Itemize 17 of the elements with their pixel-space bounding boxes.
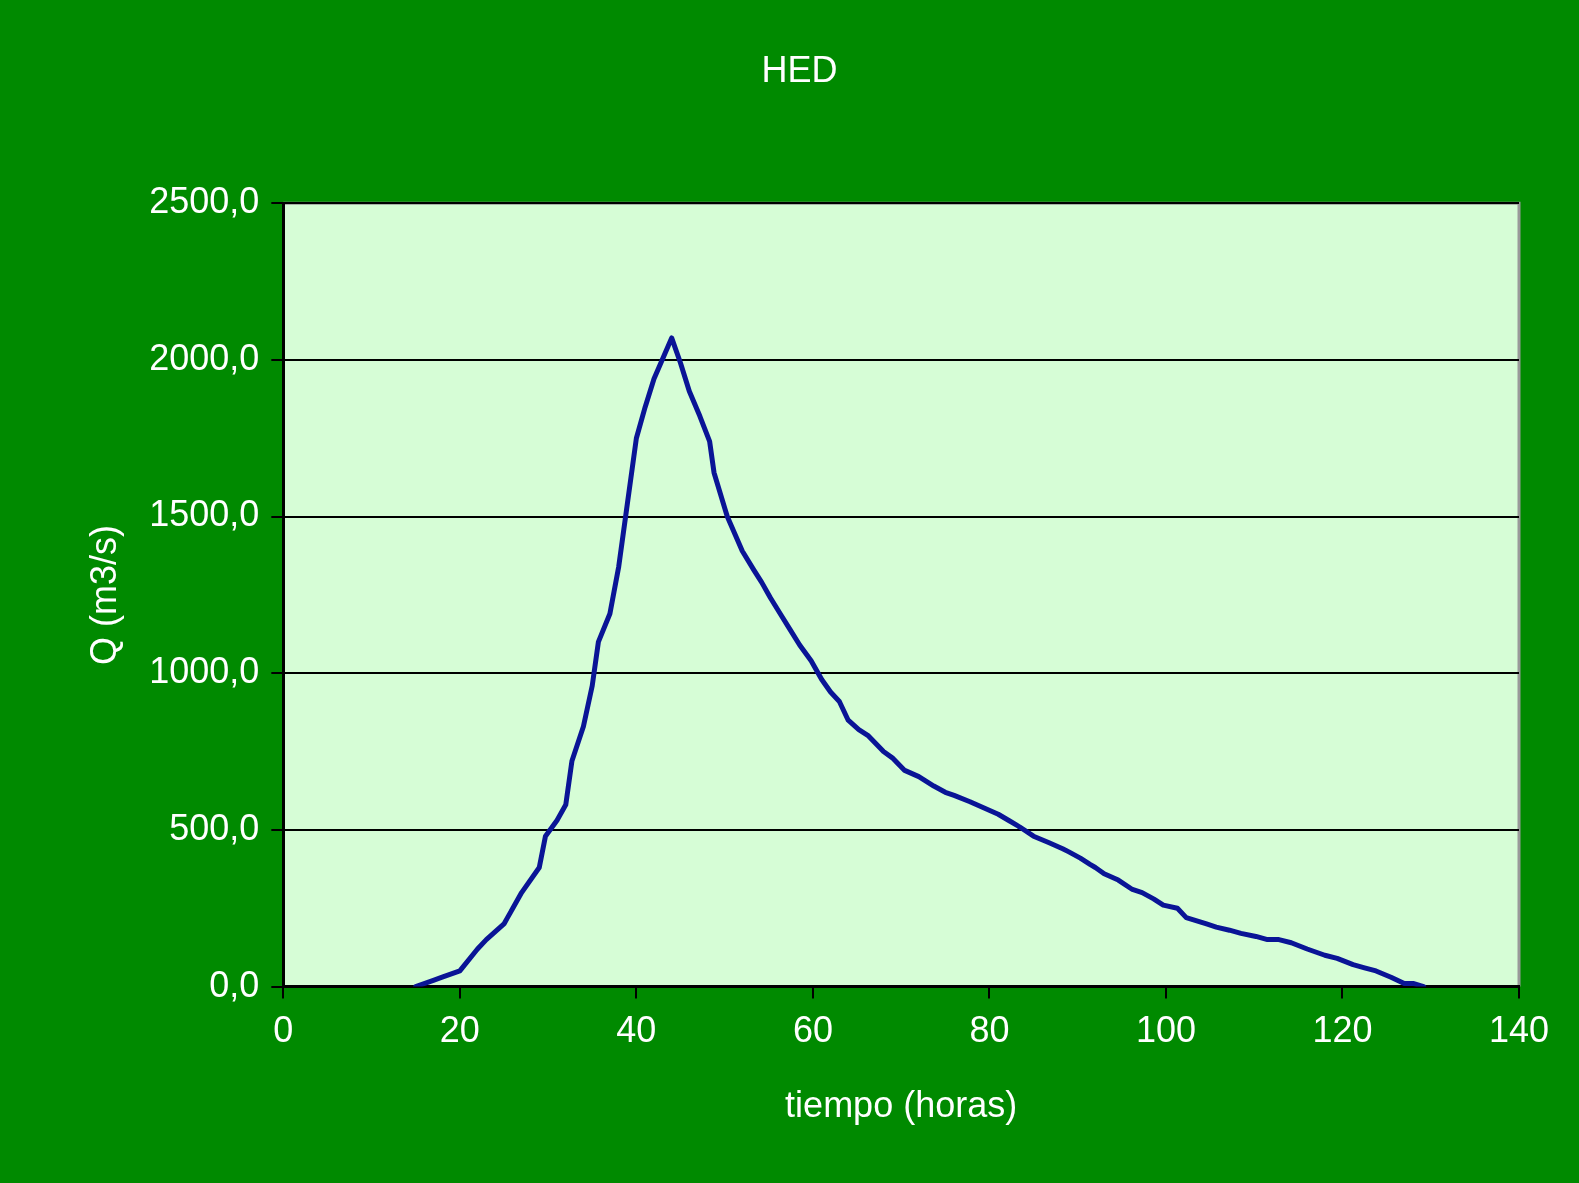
y-tick-label: 2000,0: [149, 336, 260, 378]
chart-title: HED: [761, 48, 838, 90]
y-tick-label: 2500,0: [149, 180, 260, 222]
y-axis-title: Q (m3/s): [82, 524, 124, 665]
y-tick-label: 1000,0: [149, 650, 260, 692]
x-tick-label: 140: [1488, 1009, 1550, 1051]
x-tick-label: 60: [792, 1009, 833, 1051]
y-tick-label: 0,0: [209, 963, 260, 1005]
x-tick-label: 80: [969, 1009, 1010, 1051]
x-tick-label: 100: [1135, 1009, 1196, 1051]
x-tick-label: 120: [1312, 1009, 1373, 1051]
x-tick-label: 20: [439, 1009, 480, 1051]
y-tick-label: 500,0: [169, 806, 260, 848]
x-tick-label: 0: [273, 1009, 294, 1051]
x-axis-title: tiempo (horas): [785, 1084, 1018, 1126]
x-tick-label: 40: [616, 1009, 657, 1051]
y-tick-label: 1500,0: [149, 493, 260, 535]
